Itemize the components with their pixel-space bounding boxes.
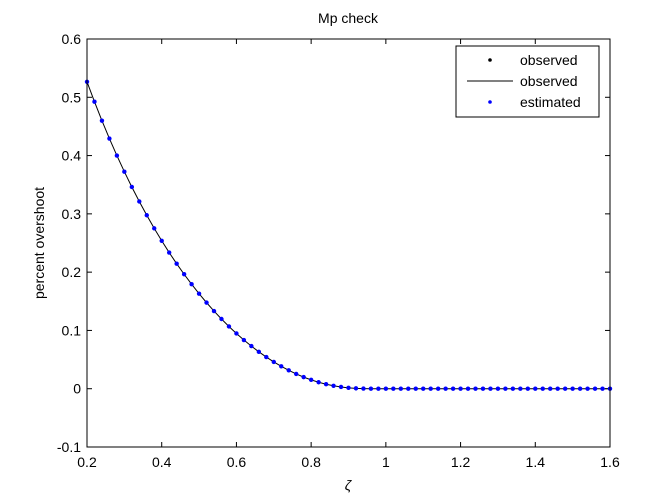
axes-box	[86, 38, 611, 448]
data-point-estimated	[316, 380, 321, 385]
data-point-estimated	[249, 343, 254, 349]
data-point-estimated	[271, 359, 276, 365]
data-point-estimated	[144, 213, 149, 218]
data-point-estimated	[585, 386, 590, 391]
data-point-estimated	[428, 386, 433, 391]
data-point-estimated	[533, 386, 538, 391]
y-tick-label: 0.5	[62, 89, 82, 105]
data-point-estimated	[137, 199, 142, 204]
data-point-estimated	[495, 386, 501, 391]
data-point-estimated	[548, 386, 553, 391]
y-tick-label: 0	[73, 381, 81, 397]
data-point-estimated	[129, 184, 135, 190]
data-point-estimated	[166, 250, 172, 255]
data-point-estimated	[122, 169, 127, 174]
data-point-estimated	[152, 226, 157, 231]
x-tick-label: 0.4	[152, 454, 172, 470]
data-point-estimated	[592, 386, 598, 391]
legend-label: estimated	[520, 94, 581, 110]
data-point-estimated	[353, 386, 359, 391]
y-tick-label: 0.4	[62, 148, 82, 164]
data-point-estimated	[294, 371, 299, 377]
data-point-estimated	[458, 386, 463, 391]
x-axis-label: ζ	[345, 477, 353, 493]
data-point-estimated	[99, 118, 105, 123]
data-point-estimated	[555, 386, 560, 391]
data-point-estimated	[346, 385, 351, 391]
data-point-estimated	[196, 291, 202, 296]
data-point-estimated	[600, 386, 605, 391]
data-point-estimated	[368, 386, 374, 391]
data-point-estimated	[286, 368, 291, 373]
y-tick-label: 0.2	[62, 264, 82, 280]
data-point-estimated	[114, 153, 120, 158]
data-point-estimated	[279, 364, 284, 369]
data-point-estimated	[577, 386, 583, 391]
legend-label: observed	[520, 73, 578, 89]
data-point-estimated	[525, 386, 531, 391]
legend-box	[455, 45, 600, 118]
y-tick-label: 0.1	[62, 322, 82, 338]
data-point-estimated	[383, 386, 389, 391]
data-point-estimated	[226, 324, 232, 329]
data-point-estimated	[323, 382, 329, 387]
y-tick-label: 0.3	[62, 206, 82, 222]
x-tick-label: 1.6	[600, 454, 620, 470]
data-point-estimated	[391, 386, 396, 391]
data-point-estimated	[570, 386, 575, 391]
y-tick-label: -0.1	[57, 439, 81, 455]
data-point-estimated	[107, 136, 112, 141]
data-point-estimated	[503, 386, 508, 391]
data-point-estimated	[264, 354, 269, 360]
data-point-estimated	[465, 386, 471, 391]
data-point-estimated	[92, 99, 97, 104]
data-point-estimated	[562, 386, 568, 391]
x-tick-label: 1.4	[526, 454, 546, 470]
data-point-estimated	[174, 261, 179, 266]
data-point-estimated	[219, 316, 224, 322]
data-point-estimated	[421, 386, 426, 391]
data-point-estimated	[398, 386, 403, 391]
data-point-estimated	[189, 282, 194, 287]
chart-title: Mp check	[318, 10, 379, 26]
data-point-estimated	[204, 300, 209, 305]
legend-dot-marker	[488, 58, 492, 62]
data-point-estimated	[256, 349, 262, 355]
data-point-estimated	[443, 386, 448, 391]
data-point-estimated	[331, 383, 336, 388]
y-axis-label: percent overshoot	[31, 187, 47, 299]
data-point-estimated	[308, 377, 314, 383]
y-tick-label: 0.6	[62, 31, 82, 47]
data-point-estimated	[241, 337, 247, 343]
x-tick-label: 1	[382, 454, 390, 470]
data-point-estimated	[413, 386, 418, 391]
x-tick-label: 0.8	[301, 454, 321, 470]
data-point-estimated	[159, 238, 164, 243]
data-point-estimated	[435, 386, 441, 391]
legend-label: observed	[520, 52, 578, 68]
legend: observed observed estimated	[455, 45, 600, 118]
x-tick-label: 0.2	[77, 454, 97, 470]
data-point-estimated	[480, 386, 486, 391]
x-tick-label: 0.6	[227, 454, 247, 470]
data-point-estimated	[338, 384, 344, 390]
x-tick-label: 1.2	[451, 454, 471, 470]
series-line-observed	[86, 81, 610, 390]
data-point-estimated	[406, 386, 411, 391]
legend-dot-marker	[488, 100, 492, 104]
data-point-estimated	[211, 308, 217, 314]
data-point-estimated	[234, 331, 239, 336]
data-point-estimated	[301, 374, 306, 380]
data-point-estimated	[181, 272, 187, 277]
data-point-estimated	[450, 386, 456, 391]
data-point-estimated	[488, 386, 493, 391]
data-point-estimated	[376, 386, 381, 391]
data-point-estimated	[473, 386, 478, 391]
data-point-estimated	[361, 386, 366, 391]
data-point-estimated	[510, 386, 516, 391]
data-point-estimated	[518, 386, 523, 391]
data-point-estimated	[540, 386, 545, 391]
